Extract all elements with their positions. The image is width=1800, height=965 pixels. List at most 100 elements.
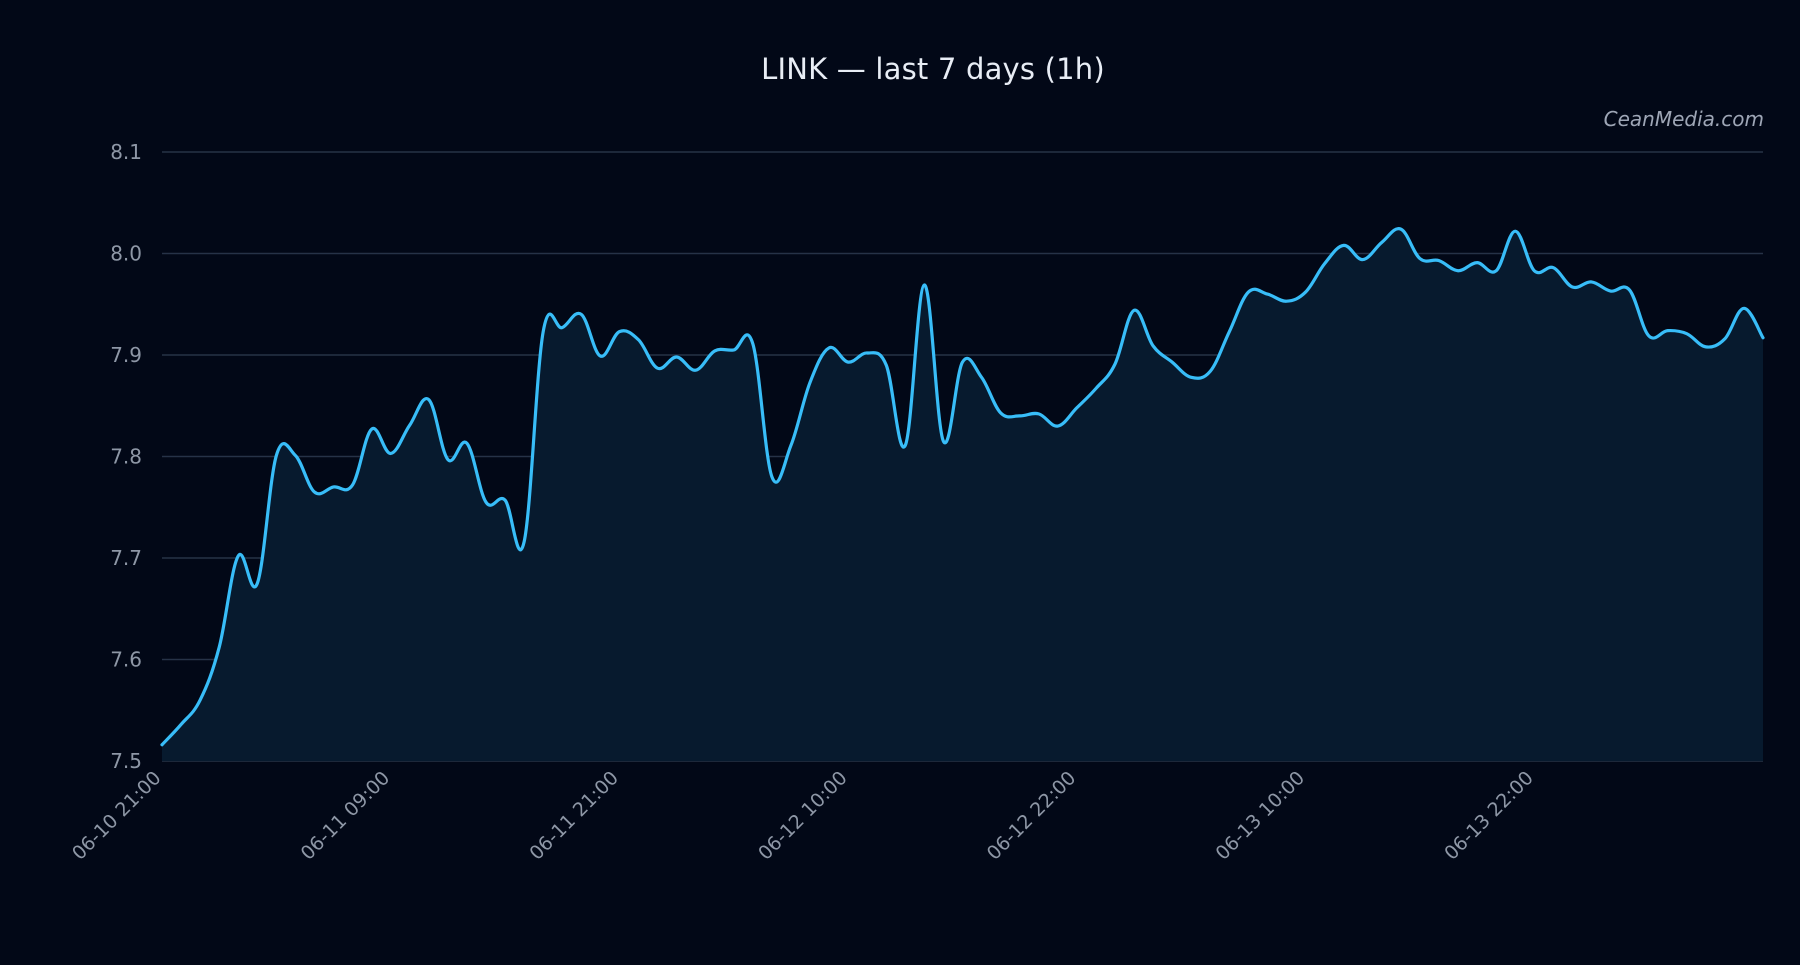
data-point bbox=[312, 490, 316, 494]
y-tick-label: 7.5 bbox=[110, 749, 142, 773]
data-point bbox=[999, 411, 1003, 415]
data-point bbox=[1018, 414, 1022, 418]
data-point bbox=[1113, 362, 1117, 366]
y-tick-label: 8.0 bbox=[110, 242, 142, 266]
x-tick-label: 06-13 22:00 bbox=[1440, 767, 1538, 865]
data-point bbox=[922, 283, 926, 287]
data-point bbox=[1475, 261, 1479, 265]
price-line bbox=[160, 227, 1765, 747]
data-point bbox=[1342, 243, 1346, 247]
data-point bbox=[1380, 240, 1384, 244]
data-point bbox=[1647, 334, 1651, 338]
data-point bbox=[1094, 386, 1098, 390]
data-point bbox=[579, 312, 583, 316]
data-point bbox=[1361, 258, 1365, 262]
chart-title: LINK — last 7 days (1h) bbox=[761, 52, 1105, 86]
data-point bbox=[808, 380, 812, 384]
data-point bbox=[1628, 288, 1632, 292]
data-point bbox=[1437, 259, 1441, 263]
y-tick-label: 7.7 bbox=[110, 546, 142, 570]
data-point bbox=[522, 540, 526, 544]
data-point bbox=[1304, 290, 1308, 294]
data-point bbox=[1742, 306, 1746, 310]
data-point bbox=[332, 485, 336, 489]
data-point bbox=[389, 451, 393, 455]
data-point bbox=[694, 368, 698, 372]
area-fill bbox=[162, 228, 1763, 761]
data-point bbox=[1513, 229, 1517, 233]
data-point bbox=[980, 375, 984, 379]
data-point bbox=[1227, 330, 1231, 334]
data-point bbox=[789, 443, 793, 447]
x-tick-label: 06-11 09:00 bbox=[297, 767, 395, 865]
data-point bbox=[503, 498, 507, 502]
data-point bbox=[713, 349, 717, 353]
data-point bbox=[198, 698, 202, 702]
data-point bbox=[1208, 369, 1212, 373]
data-point bbox=[751, 342, 755, 346]
data-point bbox=[1494, 269, 1498, 273]
data-point bbox=[732, 348, 736, 352]
data-point bbox=[617, 330, 621, 334]
data-point bbox=[941, 439, 945, 443]
data-point bbox=[1132, 308, 1136, 312]
data-point bbox=[236, 554, 240, 558]
data-point bbox=[1056, 424, 1060, 428]
data-point bbox=[675, 355, 679, 359]
data-point bbox=[160, 743, 164, 747]
data-point bbox=[1246, 290, 1250, 294]
data-point bbox=[560, 326, 564, 330]
watermark: CeanMedia.com bbox=[1603, 107, 1764, 131]
x-tick-label: 06-12 10:00 bbox=[754, 767, 852, 865]
data-point bbox=[217, 645, 221, 649]
y-tick-label: 7.8 bbox=[110, 445, 142, 469]
x-tick-label: 06-11 21:00 bbox=[525, 767, 623, 865]
data-point bbox=[1704, 345, 1708, 349]
x-tick-label: 06-13 10:00 bbox=[1212, 767, 1310, 865]
data-point bbox=[1551, 266, 1555, 270]
data-point bbox=[1761, 336, 1765, 340]
data-point bbox=[770, 475, 774, 479]
data-point bbox=[541, 330, 545, 334]
x-tick-label: 06-12 22:00 bbox=[983, 767, 1081, 865]
data-point bbox=[446, 458, 450, 462]
data-point bbox=[598, 354, 602, 358]
data-point bbox=[636, 338, 640, 342]
area-layer bbox=[162, 228, 1763, 761]
data-point bbox=[293, 453, 297, 457]
y-tick-label: 8.1 bbox=[110, 140, 142, 164]
data-point bbox=[1265, 292, 1269, 296]
data-point bbox=[427, 398, 431, 402]
data-point bbox=[274, 453, 278, 457]
data-point bbox=[1170, 360, 1174, 364]
data-point bbox=[961, 360, 965, 364]
data-point bbox=[408, 423, 412, 427]
data-point bbox=[1037, 412, 1041, 416]
data-point bbox=[1723, 337, 1727, 341]
data-point bbox=[1399, 227, 1403, 231]
data-point bbox=[1609, 289, 1613, 293]
data-point bbox=[656, 366, 660, 370]
data-point bbox=[179, 722, 183, 726]
data-point bbox=[903, 443, 907, 447]
data-point bbox=[884, 363, 888, 367]
data-point bbox=[1456, 269, 1460, 273]
x-tick-label: 06-10 21:00 bbox=[68, 767, 166, 865]
y-tick-label: 7.6 bbox=[110, 648, 142, 672]
data-point bbox=[370, 427, 374, 431]
data-point bbox=[351, 483, 355, 487]
data-point bbox=[465, 441, 469, 445]
data-point bbox=[255, 581, 259, 585]
data-point bbox=[1285, 299, 1289, 303]
line-layer bbox=[160, 227, 1765, 747]
data-point bbox=[1666, 329, 1670, 333]
data-point bbox=[484, 500, 488, 504]
data-point bbox=[846, 360, 850, 364]
data-point bbox=[1685, 332, 1689, 336]
data-point bbox=[1151, 344, 1155, 348]
data-point bbox=[1570, 285, 1574, 289]
data-point bbox=[1323, 262, 1327, 266]
data-point bbox=[1532, 269, 1536, 273]
